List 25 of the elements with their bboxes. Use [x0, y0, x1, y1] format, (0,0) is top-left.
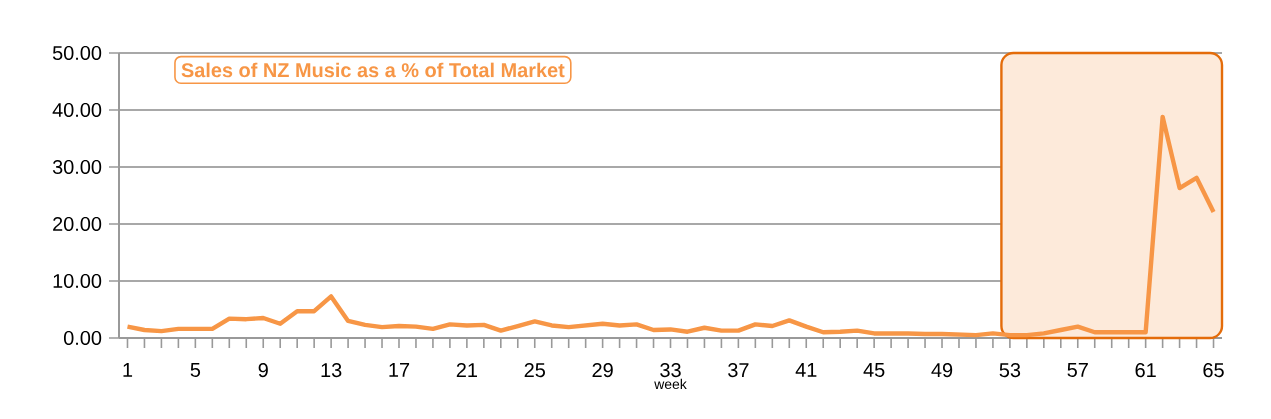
- x-tick-label: 37: [728, 363, 749, 378]
- x-tick-label: 33: [660, 363, 681, 378]
- x-tick-label: 13: [321, 363, 342, 378]
- x-tick-label: 61: [1135, 363, 1156, 378]
- chart-title: Sales of NZ Music as a % of Total Market: [181, 62, 565, 78]
- x-tick-label: 57: [1067, 363, 1088, 377]
- x-tick-label: 29: [592, 363, 613, 378]
- x-tick-label: 5: [190, 363, 201, 377]
- x-tick-label: 9: [258, 363, 268, 378]
- y-tick-label: 30.00: [52, 159, 102, 175]
- x-tick-label: 53: [999, 363, 1021, 378]
- x-tick-label: 17: [389, 363, 410, 377]
- x-tick-label: 1: [123, 363, 133, 377]
- x-tick-label: 25: [524, 363, 545, 378]
- y-tick-label: 40.00: [52, 102, 102, 118]
- y-tick-label: 10.00: [53, 273, 102, 289]
- x-tick-label: 41: [795, 363, 817, 377]
- y-tick-label: 20.00: [53, 216, 102, 232]
- y-tick-label: 50.00: [52, 45, 102, 61]
- x-axis-title: week: [654, 378, 687, 390]
- y-tick-label: 0.00: [63, 330, 102, 346]
- x-tick-label: 49: [931, 363, 953, 378]
- x-tick-label: 21: [456, 363, 477, 377]
- x-tick-label: 65: [1203, 363, 1224, 378]
- x-tick-label: 45: [863, 363, 885, 377]
